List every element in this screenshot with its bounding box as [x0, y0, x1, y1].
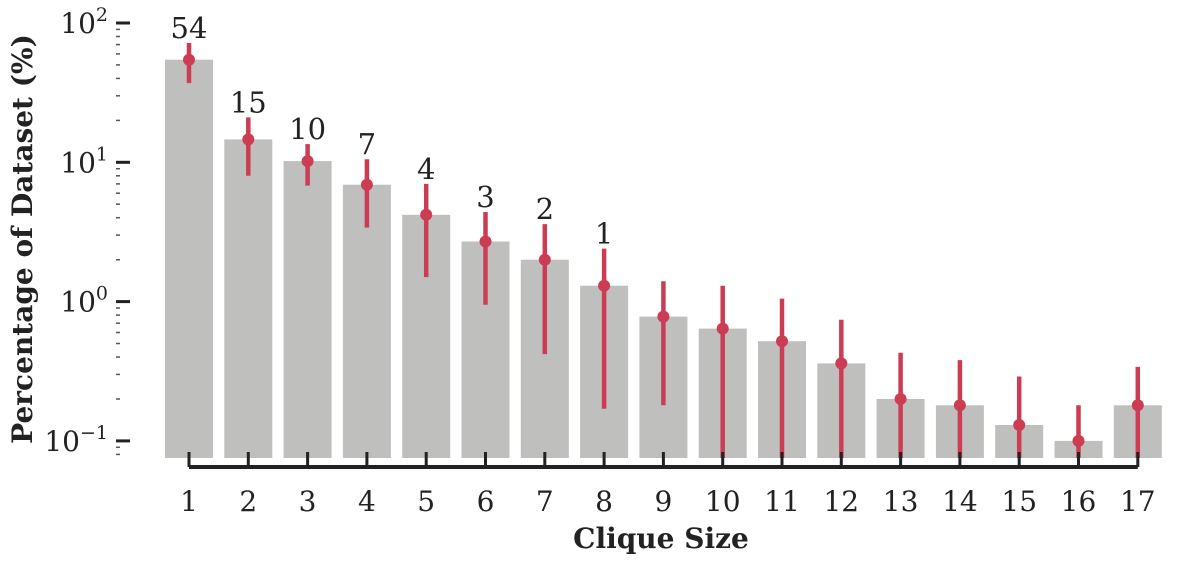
- bar-3: [283, 161, 332, 458]
- data-labels-group: 54 15 10 7 4 3 2 1: [171, 11, 614, 251]
- x-tick-label-10: 10: [705, 485, 741, 518]
- point-12: [835, 357, 848, 370]
- data-label-2: 15: [230, 85, 267, 119]
- y-tick-label: 100: [60, 283, 108, 319]
- y-tick-label: 102: [60, 4, 108, 40]
- x-tick-label-7: 7: [536, 485, 554, 518]
- point-8: [598, 279, 611, 292]
- x-tick-label-1: 1: [180, 485, 198, 518]
- point-17: [1131, 399, 1144, 412]
- bar-1: [165, 59, 213, 458]
- point-10: [716, 322, 729, 335]
- data-label-3: 10: [289, 112, 326, 146]
- point-5: [420, 208, 433, 221]
- x-tick-label-2: 2: [239, 485, 257, 518]
- point-13: [894, 393, 907, 405]
- data-label-4: 7: [358, 127, 376, 161]
- x-tick-label-12: 12: [823, 485, 859, 518]
- point-4: [360, 178, 373, 191]
- y-axis-title: Percentage of Dataset (%): [6, 34, 39, 444]
- point-7: [538, 253, 551, 266]
- point-6: [479, 235, 492, 248]
- x-tick-label-4: 4: [358, 485, 376, 518]
- data-label-8: 1: [595, 217, 613, 251]
- x-tick-label-8: 8: [595, 485, 613, 518]
- x-axis-title: Clique Size: [573, 522, 749, 555]
- x-tick-label-14: 14: [942, 485, 978, 518]
- point-14: [953, 399, 966, 412]
- x-axis: 1 2 3 4 5 6 7 8 9 10 11 12 13 14 15 16 17: [180, 452, 1156, 518]
- bars-group: [165, 59, 1162, 458]
- data-label-6: 3: [476, 180, 494, 214]
- point-2: [242, 133, 255, 146]
- y-tick-label: 10−1: [44, 422, 108, 458]
- x-tick-label-11: 11: [764, 485, 800, 518]
- point-1: [183, 53, 195, 66]
- bar-4: [342, 184, 391, 458]
- data-label-5: 4: [417, 152, 435, 186]
- x-tick-label-13: 13: [883, 485, 919, 518]
- x-tick-label-16: 16: [1061, 485, 1097, 518]
- y-axis: 102 101 100 10−1: [44, 4, 130, 458]
- point-16: [1072, 434, 1085, 447]
- point-15: [1013, 419, 1026, 431]
- error-bars-group: [183, 42, 1144, 458]
- point-3: [301, 155, 314, 168]
- data-label-1: 54: [171, 11, 208, 45]
- point-11: [776, 335, 788, 348]
- x-tick-label-3: 3: [299, 485, 317, 518]
- x-tick-label-5: 5: [417, 485, 435, 518]
- bar-2: [224, 139, 273, 458]
- x-tick-label-17: 17: [1120, 485, 1156, 518]
- y-tick-label: 101: [60, 143, 108, 179]
- data-label-7: 2: [536, 192, 554, 226]
- x-tick-label-15: 15: [1001, 485, 1037, 518]
- x-tick-label-9: 9: [654, 485, 672, 518]
- point-9: [657, 310, 670, 323]
- x-tick-label-6: 6: [477, 485, 495, 518]
